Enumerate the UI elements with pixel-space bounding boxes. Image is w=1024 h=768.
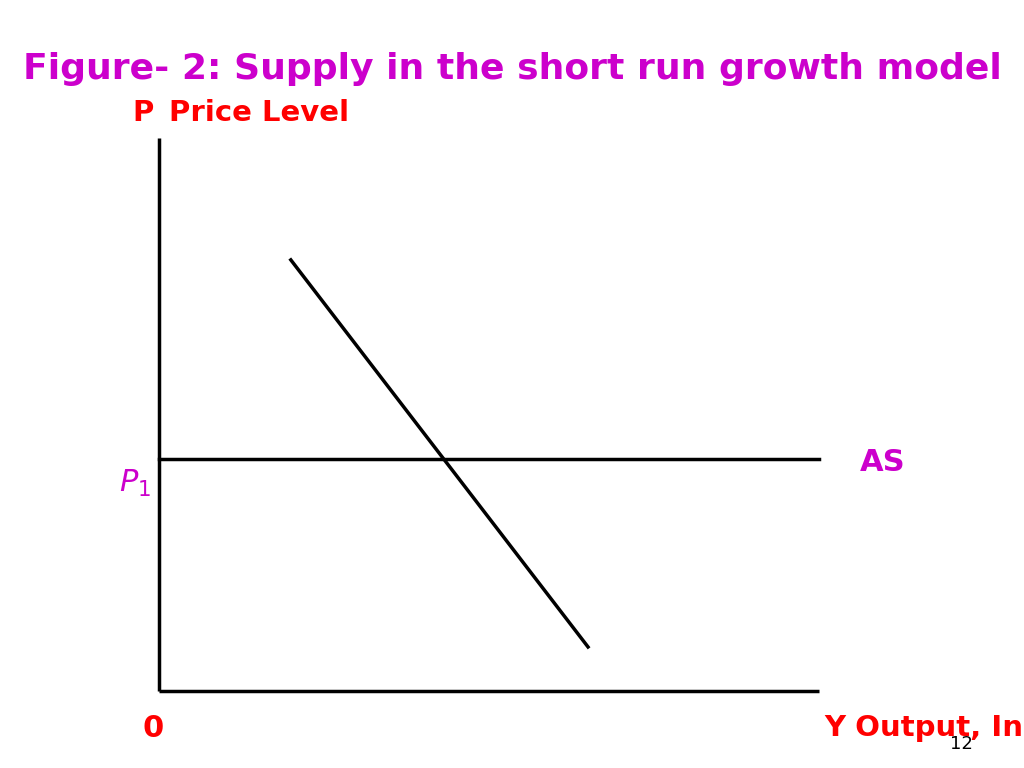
Text: AS: AS	[860, 449, 906, 477]
Text: P: P	[132, 99, 154, 127]
Text: 12: 12	[950, 735, 973, 753]
Text: Y Output, Income: Y Output, Income	[824, 714, 1024, 742]
Text: Price Level: Price Level	[169, 99, 349, 127]
Text: Figure- 2: Supply in the short run growth model: Figure- 2: Supply in the short run growt…	[23, 52, 1001, 86]
Text: 0: 0	[143, 714, 164, 743]
Text: $P_1$: $P_1$	[119, 468, 151, 499]
